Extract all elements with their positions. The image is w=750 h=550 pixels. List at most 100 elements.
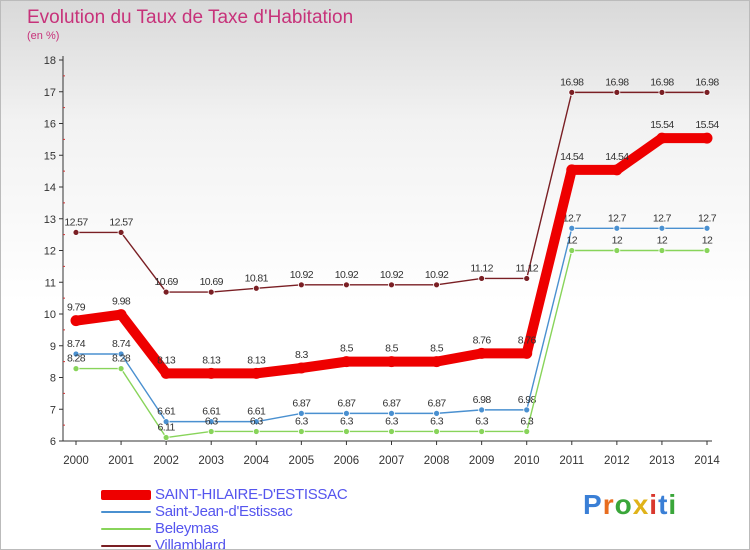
y-tick-label: 8 [50,373,56,385]
x-tick-label: 2012 [604,455,630,467]
data-label: 8.13 [157,354,176,366]
data-label: 12.57 [109,216,133,228]
data-label: 6.87 [337,397,356,409]
data-label: 16.98 [560,76,584,88]
legend-label: Beleymas [155,520,219,537]
data-point [478,275,486,282]
x-tick-label: 2009 [469,455,495,467]
data-label: 6.3 [430,415,444,427]
data-point [160,367,172,379]
brand-letter: t [658,489,669,520]
data-label: 9.79 [67,302,86,314]
data-point [611,164,623,176]
data-point [568,224,576,232]
data-point [117,365,125,373]
x-tick-label: 2004 [243,455,269,467]
data-point [433,428,440,435]
x-tick-label: 2007 [379,455,405,467]
data-label: 12.7 [653,212,672,224]
data-label: 6.3 [385,415,399,427]
legend-item: Saint-Jean-d'Estissac [101,503,347,520]
y-tick-label: 9 [50,341,56,353]
data-point [388,281,395,289]
data-point [613,224,621,232]
y-tick-label: 7 [50,404,56,416]
data-point [343,428,350,435]
data-label: 10.81 [245,272,269,284]
data-label: 11.12 [470,262,493,274]
data-label: 6.98 [473,394,492,406]
brand-letter: o [614,489,633,520]
y-tick-label: 18 [44,55,56,67]
data-point [295,362,307,374]
data-point [613,88,621,96]
data-point [478,428,486,435]
data-point [252,284,260,292]
data-label: 12.57 [64,216,88,228]
data-label: 8.5 [430,343,444,355]
data-point [72,365,80,373]
data-label: 8.13 [247,354,266,366]
series-line [75,91,708,293]
brand-letter: r [602,489,615,520]
data-point [115,309,127,321]
data-label: 10.69 [155,276,179,288]
legend-item: Beleymas [101,520,347,537]
series-line [71,133,712,379]
x-tick-label: 2000 [63,455,89,467]
data-label: 12.7 [608,212,627,224]
data-point [703,88,711,96]
data-point [207,288,215,296]
data-label: 8.28 [67,353,86,365]
data-point [343,409,350,417]
data-point [656,132,668,144]
data-label: 12.7 [698,212,717,224]
x-tick-label: 2002 [153,455,179,467]
data-label: 8.28 [112,353,131,365]
data-point [343,281,350,289]
data-point [72,229,80,236]
data-label: 8.3 [295,349,309,361]
data-point [523,406,531,414]
data-point [521,347,533,359]
data-point [658,88,666,96]
data-point [250,367,262,379]
legend-item: Villamblard [101,537,347,549]
data-point [297,409,305,417]
data-point [117,229,125,236]
data-label: 15.54 [650,119,674,131]
x-tick-label: 2013 [649,455,675,467]
chart-legend: SAINT-HILAIRE-D'ESTISSAC Saint-Jean-d'Est… [101,486,348,549]
x-tick-label: 2011 [559,455,584,467]
data-label: 8.76 [518,334,537,346]
data-point [70,315,82,327]
data-point [207,428,215,435]
data-point [478,406,486,414]
data-point [566,164,578,176]
data-point [568,247,576,254]
data-label: 6.87 [428,397,447,409]
series-line [75,227,708,423]
y-tick-label: 17 [44,87,56,99]
data-label: 12.7 [563,212,582,224]
y-tick-label: 6 [50,436,56,448]
legend-item: SAINT-HILAIRE-D'ESTISSAC [101,486,348,503]
data-point [613,247,621,254]
legend-swatch [101,510,151,513]
brand-letter: P [583,489,603,520]
legend-label: Saint-Jean-d'Estissac [155,503,293,520]
data-label: 6.61 [202,406,221,418]
legend-swatch [101,489,151,500]
y-tick-label: 12 [44,246,56,258]
data-label: 14.54 [560,151,584,163]
data-point [252,428,260,435]
data-label: 6.3 [520,415,534,427]
data-point [431,356,443,368]
brand-letter: i [649,489,659,520]
data-label: 14.54 [605,151,629,163]
data-label: 8.13 [202,354,221,366]
data-point [297,281,305,289]
brand-letter: i [668,489,678,520]
data-point [388,428,395,435]
